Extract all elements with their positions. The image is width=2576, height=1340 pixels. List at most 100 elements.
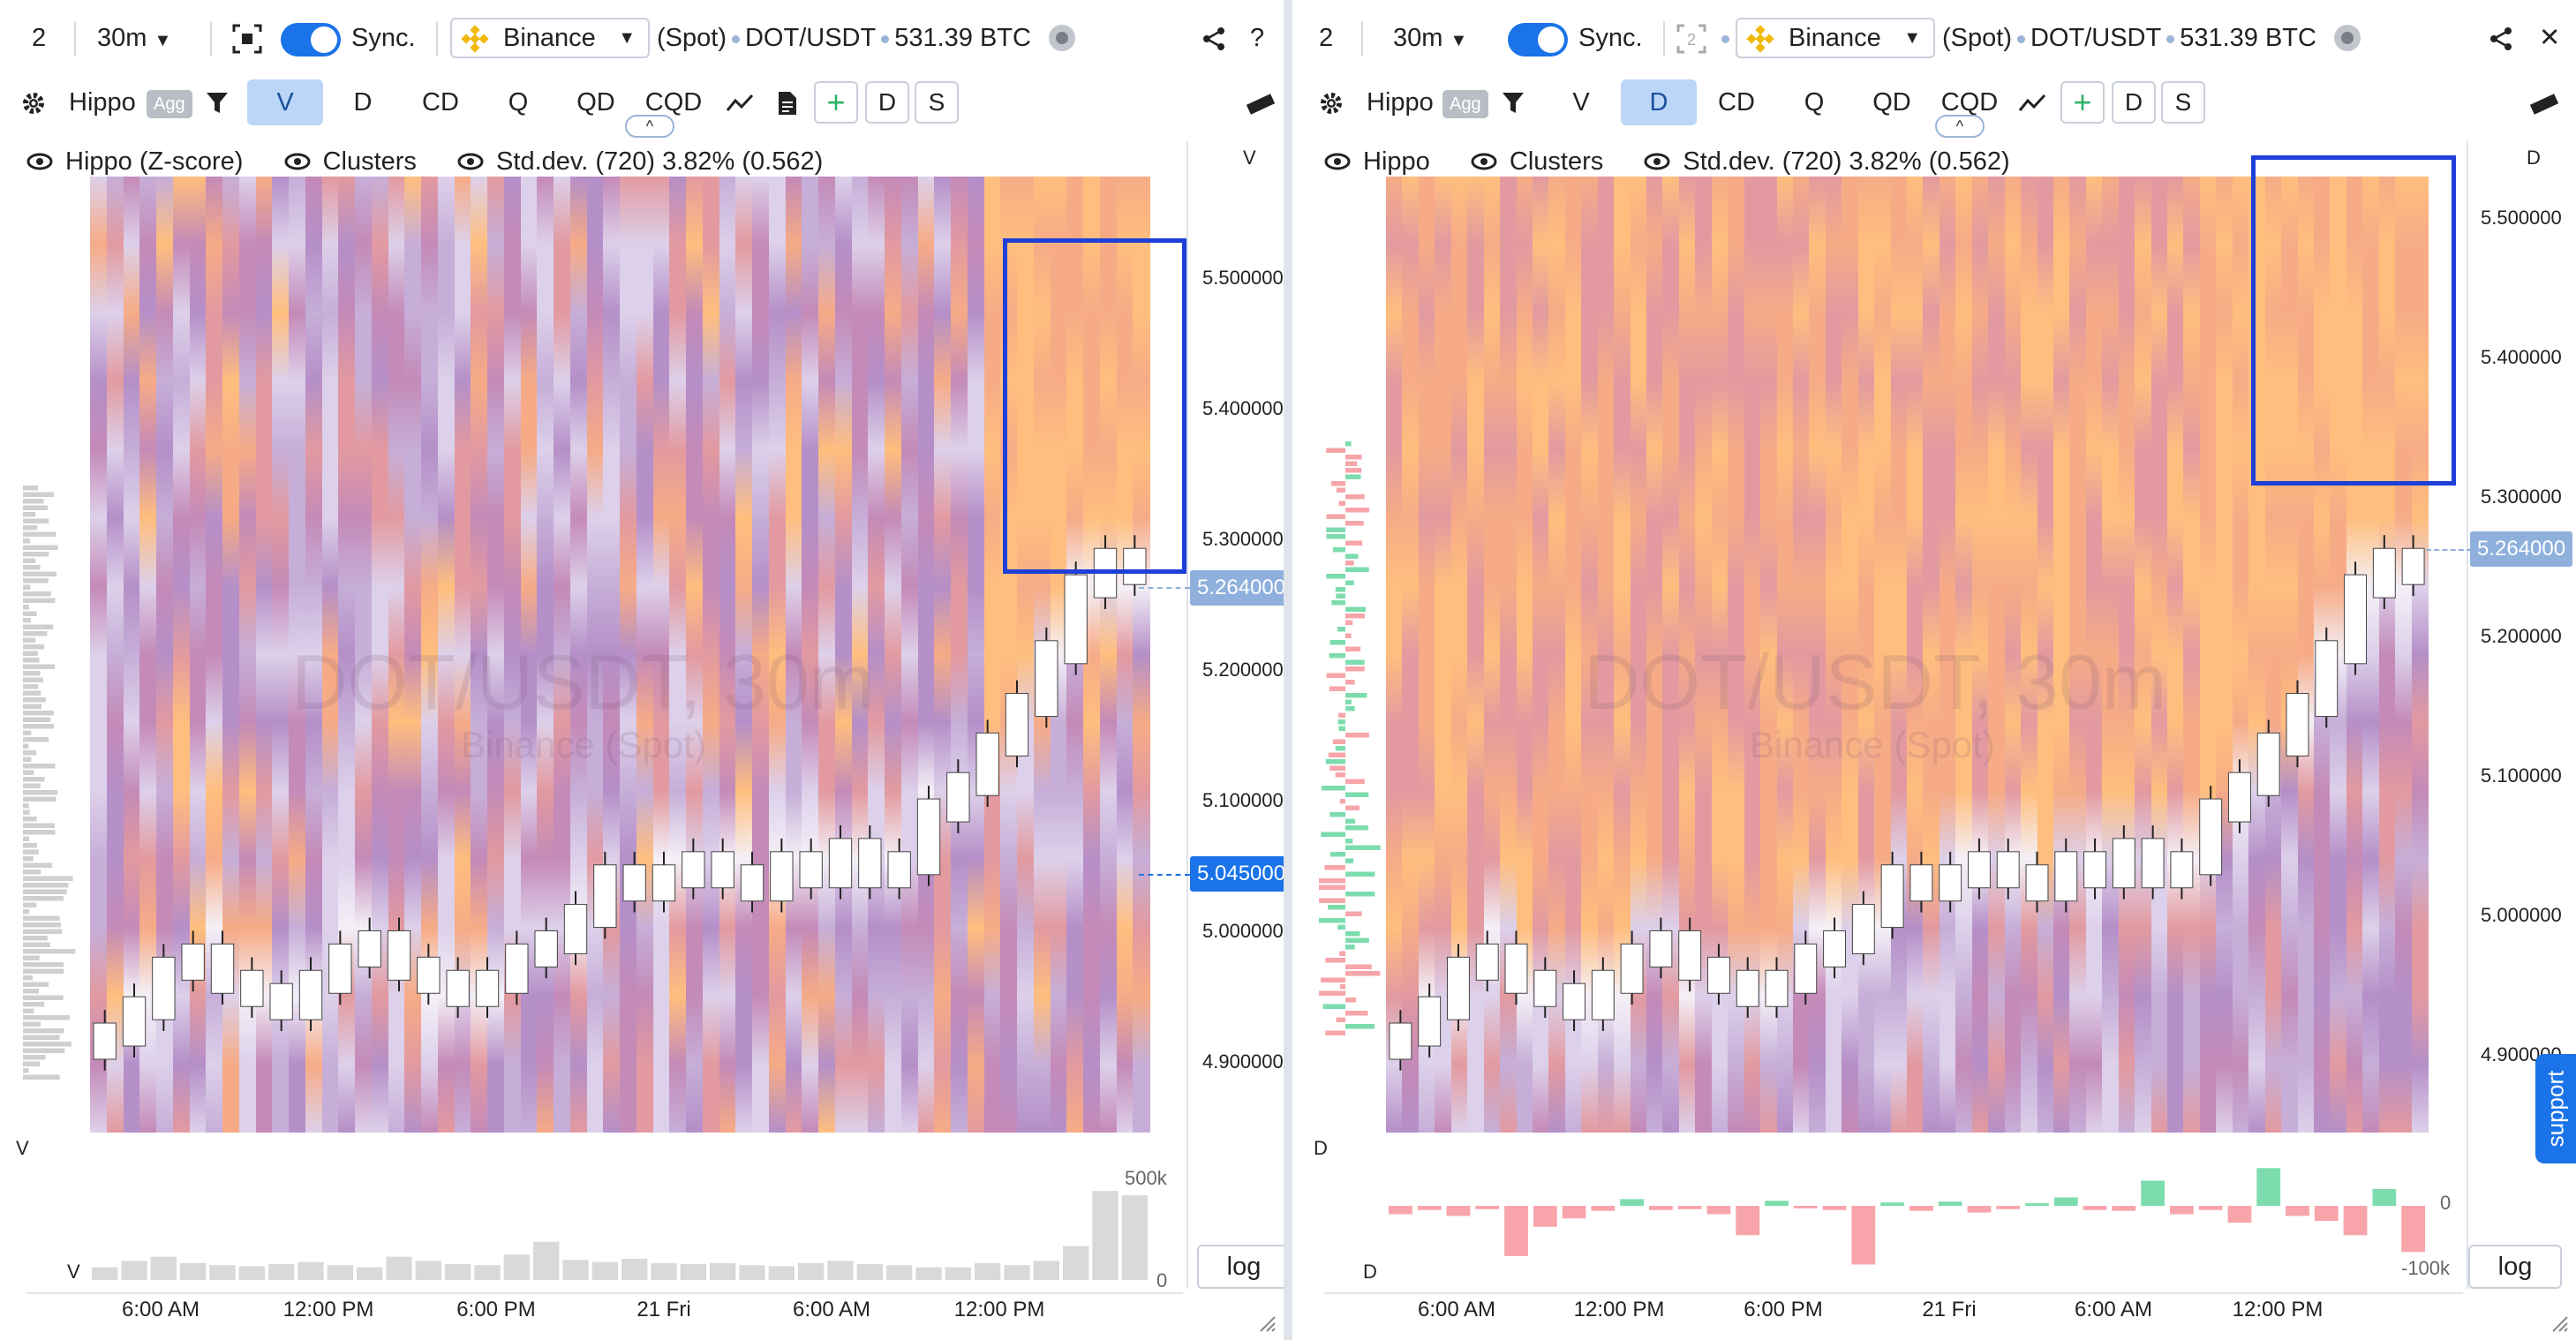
resize-grip-icon[interactable] [1257, 1314, 1277, 1333]
support-tab[interactable]: support [2535, 1054, 2576, 1163]
delta-bar [1389, 1206, 1412, 1215]
heatmap-column [802, 177, 819, 1133]
linked-layout-icon[interactable]: 2 [1676, 16, 1707, 60]
share-icon[interactable] [1201, 16, 1227, 60]
profile-bar [23, 1068, 29, 1073]
heatmap-column [2199, 177, 2218, 1133]
tab-cd[interactable]: CD [422, 88, 459, 117]
profile-bar [23, 538, 31, 544]
tab-cqd[interactable]: CQD [644, 88, 703, 117]
tab-d[interactable]: D [353, 88, 373, 117]
line-chart-icon[interactable] [722, 79, 757, 125]
profile-bar [23, 757, 32, 762]
profile-bar [1345, 494, 1365, 500]
profile-bar [1329, 640, 1345, 645]
profile-bar [23, 1042, 72, 1047]
profile-bar [23, 591, 51, 597]
exchange-selector[interactable]: Binance ▼ [450, 18, 650, 58]
resize-grip-icon[interactable] [2550, 1314, 2569, 1333]
d-box-button[interactable]: D [2112, 81, 2156, 124]
heatmap-chart[interactable] [90, 177, 1150, 1133]
share-icon[interactable] [2488, 16, 2514, 60]
candle-body [2199, 798, 2223, 876]
s-box-button[interactable]: S [915, 81, 959, 124]
tab-v[interactable]: V [1572, 88, 1590, 117]
s-box-button[interactable]: S [2161, 81, 2205, 124]
delta-bar [1649, 1206, 1673, 1210]
heatmap-column [2102, 177, 2120, 1133]
volume-bar [121, 1261, 147, 1280]
add-indicator-button[interactable]: + [2060, 81, 2105, 124]
line-chart-icon[interactable] [2015, 79, 2050, 125]
tab-q[interactable]: Q [508, 88, 529, 117]
tab-q[interactable]: Q [1804, 88, 1825, 117]
eye-icon[interactable] [26, 142, 53, 183]
help-button[interactable]: ? [1250, 24, 1265, 52]
candle-body [358, 930, 381, 967]
candle-body [682, 851, 705, 889]
profile-bar [1329, 852, 1345, 857]
profile-bar [1345, 805, 1360, 810]
heatmap-column [2216, 177, 2233, 1133]
profile-bar [23, 883, 69, 888]
profile-bar [23, 704, 41, 709]
delta-bar [2401, 1206, 2425, 1253]
profile-bar [1326, 574, 1345, 579]
tab-cd[interactable]: CD [1718, 88, 1755, 117]
collapse-toolbar-button[interactable]: ^ [625, 115, 674, 138]
filter-icon[interactable] [201, 79, 233, 125]
filter-icon[interactable] [1497, 79, 1529, 125]
profile-bar [1345, 441, 1352, 447]
close-button[interactable]: ✕ [2539, 24, 2561, 52]
d-box-button[interactable]: D [865, 81, 909, 124]
candle-body [2256, 732, 2280, 796]
pair-label: DOT/USDT [2030, 24, 2162, 52]
heatmap-column [983, 177, 1002, 1133]
layout-count-button[interactable]: 2 [1319, 24, 1334, 52]
profile-bar [1335, 772, 1345, 778]
log-scale-button[interactable]: log [1197, 1245, 1284, 1289]
profile-bar [1345, 945, 1355, 950]
eye-icon[interactable] [457, 142, 484, 183]
tab-d[interactable]: D [1621, 79, 1697, 125]
tab-qd[interactable]: QD [576, 88, 615, 117]
profile-bar [1325, 759, 1345, 764]
document-icon[interactable] [772, 79, 803, 125]
indicator-toolbar: Hippo Agg V D CD Q QD CQD + D S [1292, 76, 2576, 131]
eye-icon[interactable] [1471, 142, 1497, 183]
volume-bar [474, 1265, 501, 1280]
layout-count-button[interactable]: 2 [32, 24, 47, 52]
ruler-icon[interactable] [1245, 79, 1277, 125]
profile-bar [23, 1074, 60, 1080]
tab-cqd[interactable]: CQD [1940, 88, 1999, 117]
volume-bars-pane [92, 1191, 1148, 1280]
log-scale-button[interactable]: log [2468, 1245, 2562, 1289]
collapse-toolbar-button[interactable]: ^ [1935, 115, 1985, 138]
timeframe-selector[interactable]: 30m ▼ [97, 16, 171, 60]
exchange-selector[interactable]: Binance ▼ [1736, 18, 1935, 58]
eye-icon[interactable] [1644, 142, 1670, 183]
profile-bar [23, 651, 38, 656]
gear-icon[interactable] [1315, 79, 1347, 125]
heatmap-column [272, 177, 290, 1133]
eye-icon[interactable] [1324, 142, 1351, 183]
volume-bar [1092, 1191, 1119, 1280]
agg-badge[interactable]: Agg [1442, 90, 1488, 118]
volume-bar [856, 1264, 883, 1280]
ruler-icon[interactable] [2528, 79, 2560, 125]
add-indicator-button[interactable]: + [814, 81, 858, 124]
sync-toggle[interactable] [1508, 23, 1568, 56]
screenshot-icon[interactable] [231, 16, 263, 60]
timeframe-selector[interactable]: 30m ▼ [1393, 16, 1467, 60]
gear-icon[interactable] [18, 79, 49, 125]
tab-qd[interactable]: QD [1872, 88, 1911, 117]
agg-badge[interactable]: Agg [147, 90, 192, 118]
heatmap-column [1792, 177, 1811, 1133]
profile-bar [23, 836, 29, 841]
tab-v[interactable]: V [247, 79, 323, 125]
eye-icon[interactable] [284, 142, 311, 183]
sync-toggle[interactable] [281, 23, 341, 56]
delta-bar [2083, 1206, 2107, 1210]
heatmap-chart[interactable] [1386, 177, 2429, 1133]
heatmap-column [305, 177, 323, 1133]
